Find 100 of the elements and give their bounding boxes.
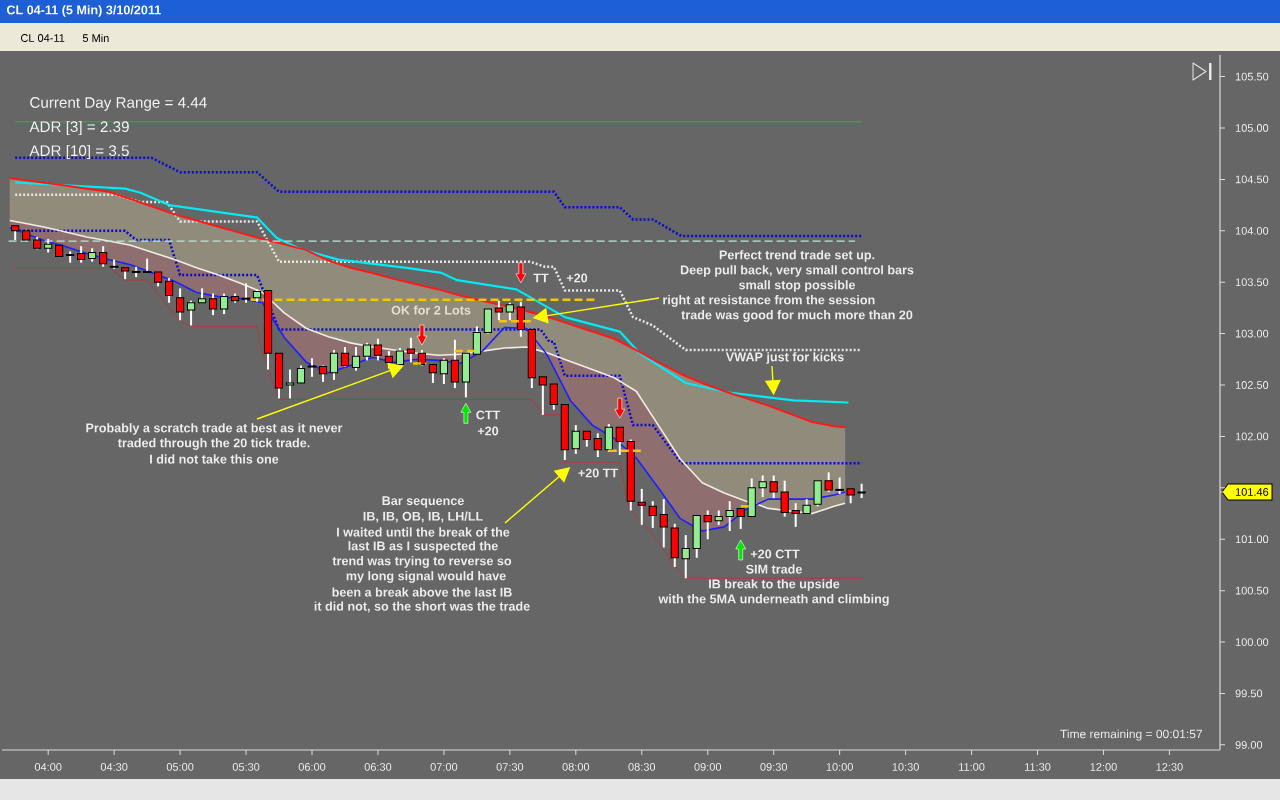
annotation: Probably a scratch trade at best as it never	[86, 423, 343, 435]
annotation: I waited until the break of the	[337, 527, 510, 537]
candlestick	[791, 502, 800, 528]
annotation: Bar sequence	[382, 496, 464, 508]
x-tick-label: 07:30	[496, 763, 524, 771]
x-tick-label: 12:00	[1090, 763, 1117, 771]
x-tick-label: 06:30	[364, 763, 392, 771]
candlestick	[516, 300, 525, 338]
annotation: VWAP just for kicks	[725, 352, 844, 364]
y-tick-label: 99.50	[1235, 689, 1263, 698]
y-tick-label: 102.00	[1235, 432, 1269, 441]
candlestick	[450, 338, 459, 390]
annotation: Current Day Range = 4.44	[30, 97, 207, 111]
x-tick-label: 10:30	[892, 763, 919, 771]
candlestick	[99, 245, 108, 268]
candlestick	[604, 423, 613, 453]
chart-title: CL 04-11 (5 Min) 3/10/2011	[6, 5, 161, 17]
candlestick	[637, 487, 646, 526]
candlestick	[769, 474, 778, 500]
candlestick	[615, 426, 624, 456]
y-tick-label: 101.46	[1235, 488, 1269, 496]
x-tick-label: 12:30	[1156, 763, 1183, 771]
text: 5 Min	[82, 33, 109, 43]
y-tick-label: 105.00	[1235, 124, 1269, 132]
annotation: my long signal would have	[346, 571, 506, 583]
candlestick	[780, 479, 789, 518]
candlestick	[439, 357, 449, 385]
x-tick-label: 11:00	[959, 763, 985, 771]
candlestick	[329, 349, 339, 381]
annotation: it did not, so the short was the trade	[314, 601, 530, 613]
candlestick	[571, 424, 580, 455]
candlestick	[681, 534, 690, 580]
annotation: right at resistance from the session	[663, 295, 875, 307]
x-tick-label: 08:00	[562, 763, 590, 771]
annotation: ADR [10] = 3.5	[29, 144, 129, 160]
candlestick	[428, 363, 438, 384]
y-tick-label: 103.00	[1235, 329, 1269, 338]
annotation: ADR [3] = 2.39	[29, 120, 129, 136]
y-tick-label: 101.00	[1235, 535, 1269, 544]
annotation: +20 CTT	[750, 549, 800, 559]
candlestick	[351, 345, 361, 372]
x-tick-label: 09:00	[694, 763, 722, 771]
annotation: Time remaining = 00:01:57	[1060, 729, 1202, 741]
y-tick-label: 102.50	[1235, 381, 1269, 389]
candlestick	[593, 432, 602, 458]
annotation: +20	[477, 426, 499, 436]
candlestick	[175, 287, 185, 322]
candlestick	[538, 375, 547, 416]
candlestick	[472, 325, 481, 356]
candlestick	[725, 500, 734, 533]
annotation: with the 5MA underneath and climbing	[658, 594, 889, 606]
annotation: small stop possible	[738, 280, 856, 292]
y-tick-label: 100.50	[1235, 586, 1269, 595]
annotation: traded through the 20 tick trade.	[117, 438, 310, 450]
annotation: Perfect trend trade set up.	[719, 250, 875, 262]
annotation: Deep pull back, very small control bars	[680, 265, 914, 277]
y-tick-label: 104.50	[1235, 175, 1269, 184]
candlestick	[208, 292, 218, 317]
y-tick-label: 103.50	[1235, 278, 1269, 287]
candlestick	[406, 336, 416, 364]
x-tick-label: 05:00	[166, 763, 194, 771]
y-tick-label: 99.00	[1235, 740, 1263, 749]
annotation: trade was good for much more than 20	[681, 310, 913, 322]
candlestick	[648, 500, 657, 529]
annotation: TT	[533, 273, 549, 283]
candlestick	[373, 337, 383, 362]
x-tick-label: 05:30	[232, 763, 260, 771]
x-tick-label: 08:30	[628, 763, 656, 771]
annotation: I did not take this one	[150, 454, 279, 464]
annotation: +20 TT	[578, 468, 618, 478]
y-tick-label: 105.50	[1235, 72, 1269, 81]
candlestick	[659, 498, 668, 549]
annotation: last IB as I suspected the	[348, 541, 498, 553]
annotation: +20	[566, 273, 588, 283]
annotation: SIM trade	[746, 564, 802, 574]
x-tick-label: 09:30	[760, 763, 788, 771]
x-tick-label: 04:00	[34, 763, 62, 771]
candlestick	[703, 509, 712, 541]
candlestick	[813, 479, 822, 508]
x-tick-label: 06:00	[298, 763, 326, 771]
candlestick	[165, 277, 174, 304]
candlestick	[494, 299, 503, 322]
candlestick	[736, 507, 745, 530]
annotation: been a break above the last IB	[332, 587, 512, 597]
candlestick	[285, 368, 295, 400]
annotation: IB break to the upside	[709, 579, 840, 591]
candlestick	[824, 471, 833, 493]
y-tick-label: 104.00	[1235, 226, 1269, 235]
annotation: IB, IB, OB, IB, LH/LL	[363, 511, 483, 523]
candlestick	[340, 345, 350, 368]
annotation: CTT	[476, 410, 501, 420]
candlestick	[549, 382, 558, 411]
candlestick	[186, 299, 196, 327]
x-tick-label: 07:00	[430, 763, 458, 771]
candlestick	[758, 474, 767, 499]
text: CL 04-11	[20, 34, 65, 42]
annotation: trend was trying to reverse so	[332, 556, 512, 568]
x-tick-label: 04:30	[100, 763, 128, 771]
candlestick	[219, 292, 229, 316]
x-tick-label: 11:30	[1025, 763, 1051, 771]
